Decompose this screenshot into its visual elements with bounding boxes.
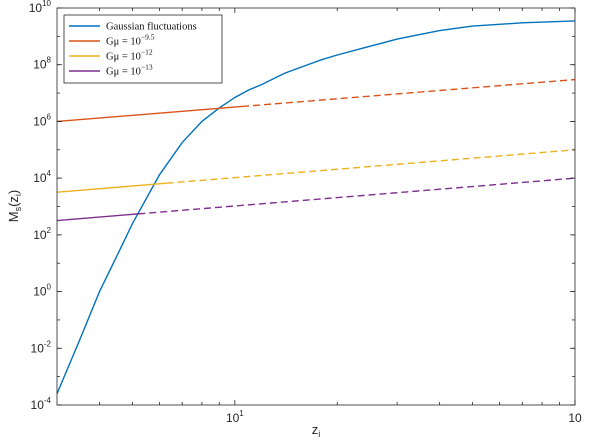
ticks-layer: 10-4 10-2 100 102 104 106 108 1010 101 10	[29, 0, 582, 425]
series-layer	[56, 20, 576, 394]
y-tick-label-2: 100	[33, 283, 51, 299]
series-line-3-dashed	[138, 177, 576, 215]
legend-entry-2: Gμ = 10−12	[106, 48, 153, 63]
y-tick-label-4: 104	[33, 169, 51, 185]
y-tick-label-7: 1010	[29, 0, 52, 15]
series-line-2-dashed	[166, 149, 576, 184]
series-line-1-solid	[56, 105, 243, 123]
legend-entry-3: Gμ = 10−13	[106, 63, 153, 78]
y-tick-label-3: 102	[33, 226, 51, 242]
series-line-0	[56, 20, 576, 394]
legend-entry-1: Gμ = 10−9.5	[106, 33, 155, 48]
y-axis-label: Ms(zi)	[6, 190, 23, 223]
y-tick-label-0: 10-4	[31, 396, 52, 412]
y-tick-label-5: 106	[33, 112, 51, 128]
x-axis-label: zi	[312, 422, 321, 439]
series-line-2-solid	[56, 182, 167, 193]
series-line-1-dashed	[242, 78, 576, 108]
legend-entry-0: Gaussian fluctuations	[106, 22, 197, 33]
x-tick-label-1: 10	[568, 411, 582, 425]
series-line-3-solid	[56, 213, 139, 222]
y-tick-label-6: 108	[33, 56, 51, 72]
y-tick-label-1: 10-2	[31, 339, 52, 355]
x-tick-label-0: 101	[226, 409, 244, 425]
